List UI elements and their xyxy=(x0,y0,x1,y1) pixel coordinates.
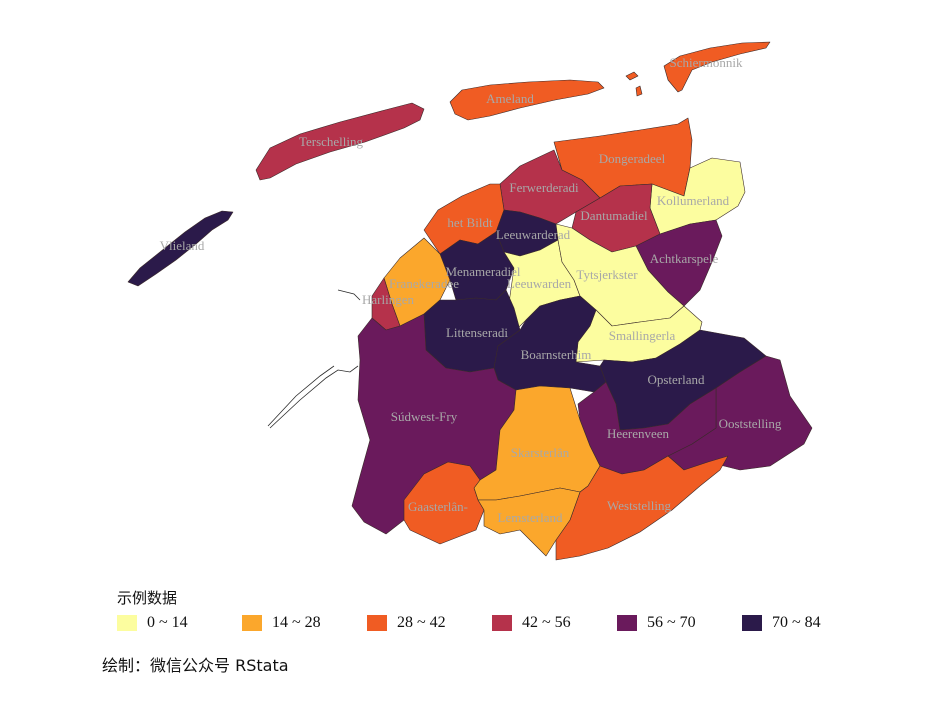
label-het-bildt: het Bildt xyxy=(447,215,493,230)
label-schiermonnikoog: Schiermonnik xyxy=(670,55,743,70)
region-schiermonnikoog[interactable] xyxy=(663,41,771,93)
legend-label: 70 ~ 84 xyxy=(772,614,821,631)
legend-swatch xyxy=(117,615,137,631)
label-littenseradiel: Littenseradi xyxy=(446,325,508,340)
label-skarsterlan: Skarsterlân xyxy=(511,445,570,460)
region-lemsterland[interactable] xyxy=(477,487,581,557)
label-weststellingwerf: Weststelling xyxy=(607,498,671,513)
legend-item-56-70: 56 ~ 70 xyxy=(617,614,742,632)
label-leeuwarderadeel: Leeuwarderad xyxy=(496,227,571,242)
afsluitdijk-lines xyxy=(267,289,361,429)
region-schiermonnikoog-islet2 xyxy=(635,85,643,97)
label-terschelling: Terschelling xyxy=(299,134,364,149)
label-ameland: Ameland xyxy=(486,91,534,106)
region-schiermonnikoog-islet xyxy=(625,71,639,81)
legend-swatch xyxy=(367,615,387,631)
legend-items: 0 ~ 14 14 ~ 28 28 ~ 42 42 ~ 56 56 ~ 70 7… xyxy=(117,614,867,632)
label-boarnsterhim: Boarnsterhim xyxy=(521,347,592,362)
region-terschelling[interactable] xyxy=(255,102,425,181)
legend-item-14-28: 14 ~ 28 xyxy=(242,614,367,632)
label-opsterland: Opsterland xyxy=(647,372,705,387)
legend-swatch xyxy=(492,615,512,631)
label-achtkarspelen: Achtkarspele xyxy=(650,251,719,266)
label-leeuwarden: Leeuwarden xyxy=(507,276,572,291)
label-smallingerland: Smallingerla xyxy=(609,328,676,343)
label-harlingen: Harlingen xyxy=(362,292,414,307)
label-franekeradeel: Franekeradee xyxy=(389,276,459,291)
legend-label: 14 ~ 28 xyxy=(272,614,321,631)
label-sudwest-fryslan: Súdwest-Fry xyxy=(391,409,458,424)
legend-label: 56 ~ 70 xyxy=(647,614,696,631)
label-vlieland: Vlieland xyxy=(160,238,205,253)
legend-label: 42 ~ 56 xyxy=(522,614,571,631)
legend-item-42-56: 42 ~ 56 xyxy=(492,614,617,632)
label-dantumadiel: Dantumadiel xyxy=(580,208,648,223)
legend-swatch xyxy=(742,615,762,631)
caption: 绘制：微信公众号 RStata xyxy=(102,656,289,675)
region-vlieland[interactable] xyxy=(127,210,234,287)
legend-item-70-84: 70 ~ 84 xyxy=(742,614,867,632)
legend-item-28-42: 28 ~ 42 xyxy=(367,614,492,632)
region-ameland[interactable] xyxy=(449,79,605,121)
label-menameradiel: Menameradiel xyxy=(445,264,520,279)
region-labels: Vlieland Terschelling Ameland Schiermonn… xyxy=(160,55,782,525)
legend-title: 示例数据 xyxy=(117,589,178,607)
label-lemsterland: Lemsterland xyxy=(498,510,563,525)
label-gaasterlan: Gaasterlân- xyxy=(408,499,468,514)
legend-label: 28 ~ 42 xyxy=(397,614,446,631)
label-ferwerderadiel: Ferwerderadi xyxy=(509,180,579,195)
label-kollumerland: Kollumerland xyxy=(657,193,730,208)
label-dongeradeel: Dongeradeel xyxy=(599,151,666,166)
legend-label: 0 ~ 14 xyxy=(147,614,188,631)
legend: 示例数据 0 ~ 14 14 ~ 28 28 ~ 42 42 ~ 56 56 ~… xyxy=(117,587,867,632)
label-heerenveen: Heerenveen xyxy=(607,426,670,441)
legend-swatch xyxy=(242,615,262,631)
label-ooststellingwerf: Ooststelling xyxy=(719,416,782,431)
label-tytsjerksteradiel: Tytsjerkster xyxy=(576,267,638,282)
legend-item-0-14: 0 ~ 14 xyxy=(117,614,242,632)
region-menameradiel[interactable] xyxy=(439,231,515,301)
legend-swatch xyxy=(617,615,637,631)
